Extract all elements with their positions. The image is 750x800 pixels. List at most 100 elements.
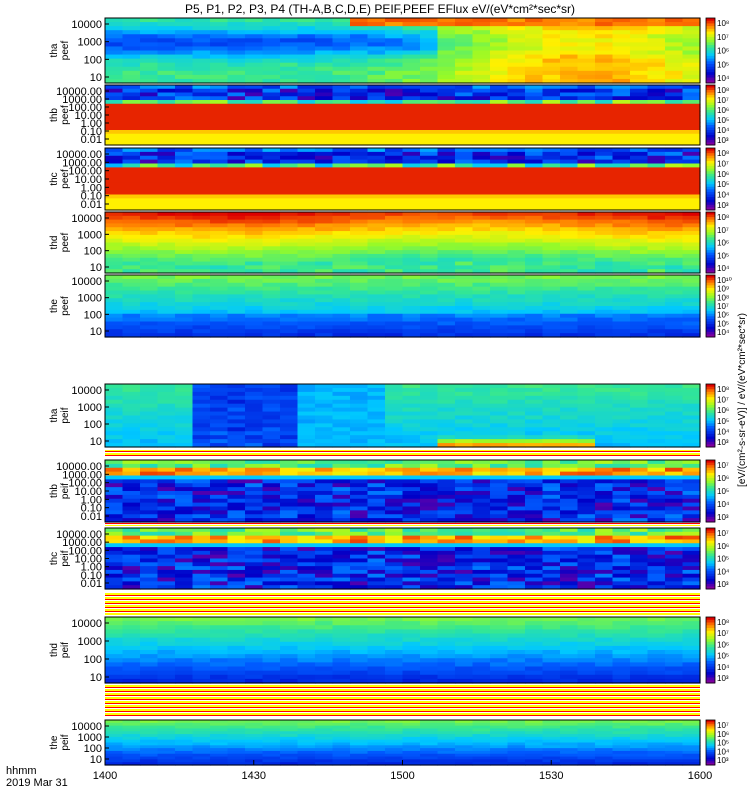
heatmap-cell: [455, 514, 474, 519]
heatmap-cell: [402, 175, 421, 180]
heatmap-cell: [665, 179, 684, 184]
colorbar-step: [706, 186, 715, 190]
heatmap-cell: [560, 547, 579, 552]
colorbar-step: [706, 462, 715, 466]
heatmap-cell: [210, 518, 229, 523]
heatmap-cell: [385, 502, 404, 508]
heatmap-cell: [507, 550, 526, 556]
heatmap-cell: [525, 46, 544, 52]
heatmap-cell: [245, 269, 264, 274]
heatmap-cell: [647, 487, 666, 492]
heatmap-cell: [560, 167, 579, 172]
heatmap-cell: [245, 463, 264, 469]
heatmap-cell: [630, 182, 649, 188]
heatmap-cell: [437, 498, 456, 504]
heatmap-cell: [280, 282, 299, 288]
heatmap-cell: [315, 494, 334, 500]
heatmap-cell: [577, 22, 596, 27]
heatmap-cell: [385, 290, 404, 295]
heatmap-cell: [350, 66, 369, 72]
heatmap-cell: [227, 566, 246, 571]
colorbar-step: [706, 581, 715, 585]
heatmap-cell: [560, 403, 579, 409]
heatmap-cell: [227, 302, 246, 307]
heatmap-cell: [210, 223, 229, 228]
heatmap-cell: [420, 234, 439, 240]
heatmap-cell: [350, 384, 369, 389]
heatmap-cell: [455, 88, 474, 94]
heatmap-cell: [297, 198, 316, 203]
colorbar-step: [706, 576, 715, 580]
heatmap-cell: [402, 510, 421, 515]
heatmap-cell: [140, 502, 159, 508]
heatmap-cell: [647, 62, 666, 68]
heatmap-cell: [122, 566, 141, 571]
heatmap-cell: [490, 269, 509, 274]
heatmap-cell: [280, 231, 299, 236]
heatmap-cell: [455, 257, 474, 263]
colorbar-step: [706, 262, 715, 266]
heatmap-cell: [350, 431, 369, 436]
heatmap-cell: [455, 206, 474, 211]
heatmap-cell: [665, 423, 684, 428]
heatmap-cell: [647, 518, 666, 523]
heatmap-cell: [315, 50, 334, 56]
heatmap-cell: [437, 419, 456, 424]
heatmap-cell: [367, 111, 386, 116]
heatmap-cell: [507, 171, 526, 176]
heatmap-cell: [297, 321, 316, 326]
heatmap-cell: [612, 502, 631, 508]
heatmap-cell: [210, 151, 229, 157]
y-tick-label: 100.00: [68, 102, 102, 114]
heatmap-cell: [577, 78, 596, 84]
heatmap-cell: [595, 483, 614, 488]
heatmap-cell: [105, 30, 124, 35]
heatmap-cell: [560, 539, 579, 544]
heatmap-cell: [665, 403, 684, 409]
heatmap-cell: [367, 227, 386, 232]
heatmap-cell: [262, 443, 281, 448]
heatmap-cell: [490, 581, 509, 586]
heatmap-cell: [350, 74, 369, 80]
heatmap-cell: [472, 309, 491, 315]
heatmap-cell: [262, 641, 281, 647]
heatmap-cell: [122, 443, 141, 448]
heatmap-cell: [332, 494, 351, 500]
heatmap-cell: [490, 30, 509, 35]
heatmap-cell: [140, 550, 159, 556]
heatmap-cell: [437, 238, 456, 244]
heatmap-cell: [192, 399, 211, 405]
heatmap-cell: [332, 34, 351, 39]
heatmap-cell: [245, 550, 264, 556]
heatmap-cell: [507, 198, 526, 203]
heatmap-cell: [192, 306, 211, 311]
heatmap-cell: [245, 151, 264, 157]
heatmap-cell: [105, 460, 124, 465]
heatmap-cell: [227, 633, 246, 639]
heatmap-cell: [455, 190, 474, 196]
heatmap-cell: [227, 419, 246, 424]
heatmap-cell: [192, 103, 211, 109]
heatmap-cell: [385, 74, 404, 80]
heatmap-cell: [175, 502, 194, 508]
heatmap-cell: [542, 550, 561, 556]
heatmap-cell: [140, 78, 159, 84]
heatmap-cell: [455, 38, 474, 43]
heatmap-cell: [437, 278, 456, 284]
heatmap-cell: [245, 471, 264, 477]
heatmap-cell: [682, 38, 701, 43]
heatmap-cell: [420, 100, 439, 105]
heatmap-cell: [192, 186, 211, 192]
heatmap-cell: [350, 581, 369, 586]
heatmap-cell: [507, 223, 526, 228]
colorbar-step: [706, 31, 715, 35]
heatmap-cell: [157, 78, 176, 84]
heatmap-cell: [210, 250, 229, 255]
heatmap-cell: [525, 562, 544, 567]
colorbar-step: [706, 239, 715, 243]
heatmap-cell: [262, 435, 281, 440]
heatmap-cell: [385, 506, 404, 511]
heatmap-cell: [157, 662, 176, 668]
heatmap-cell: [175, 637, 194, 643]
